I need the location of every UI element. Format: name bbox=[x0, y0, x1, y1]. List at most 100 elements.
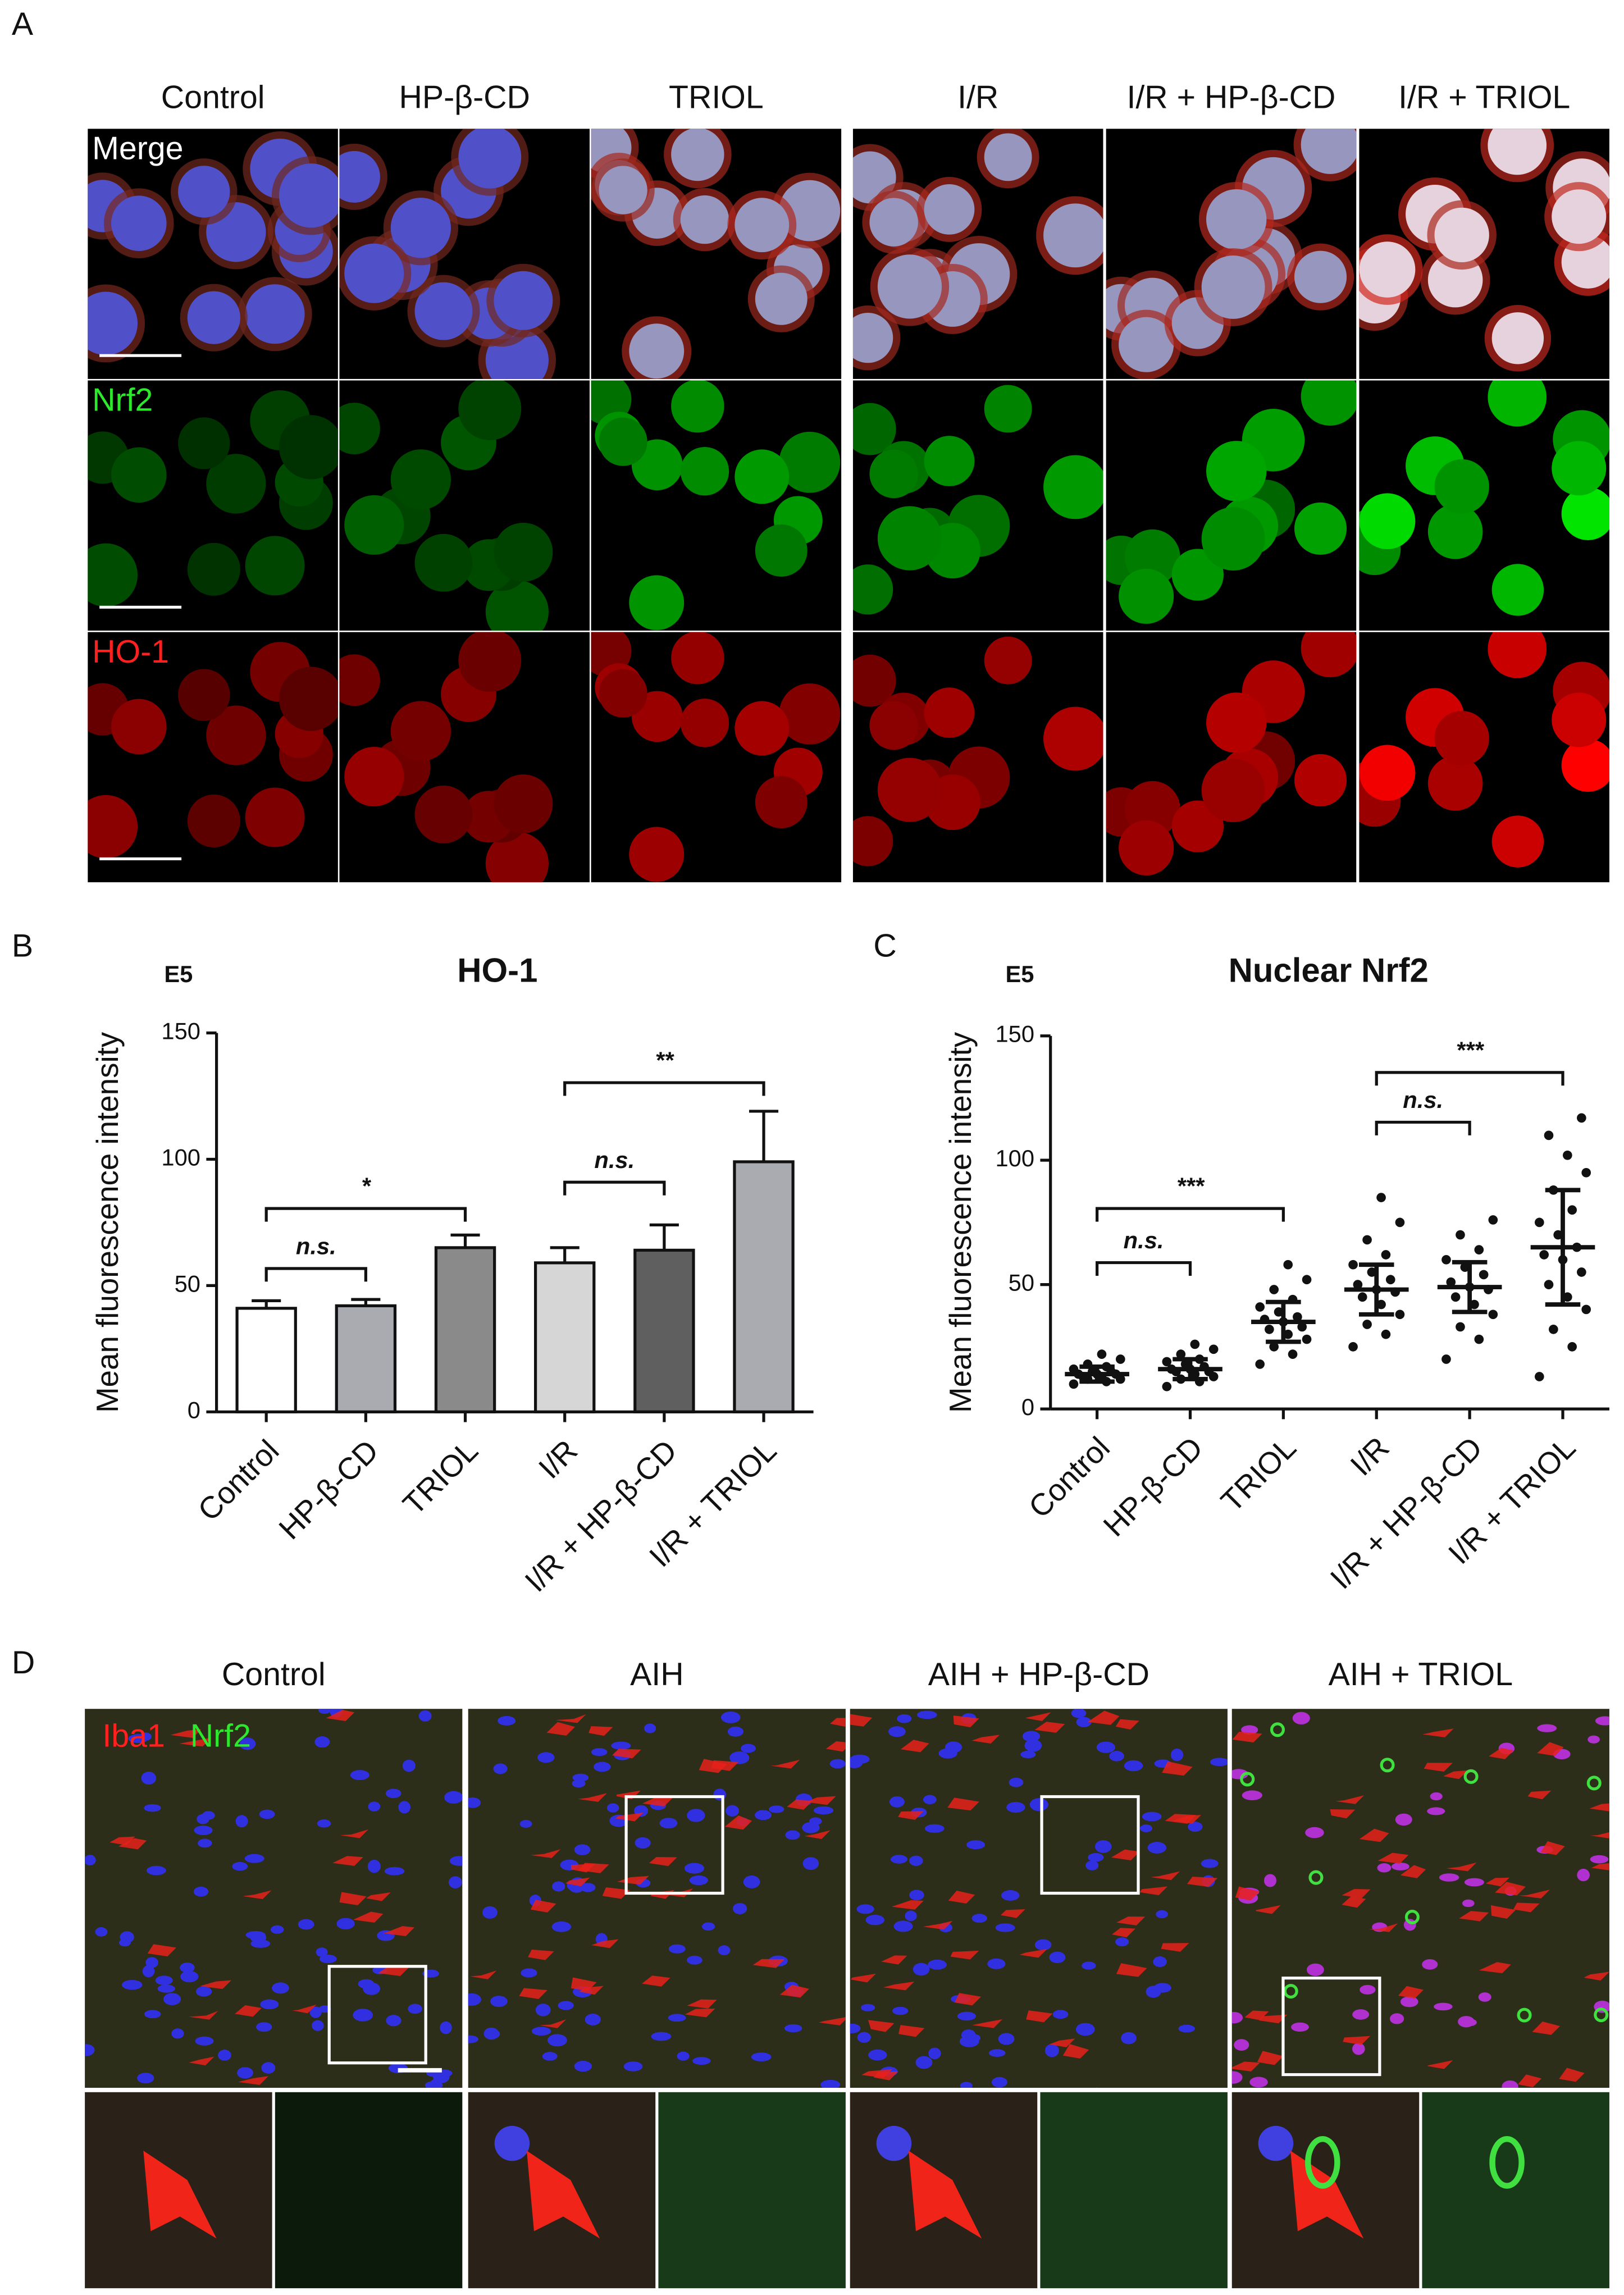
cell-nucleus bbox=[1488, 632, 1547, 678]
microglia bbox=[1590, 1832, 1609, 1838]
cell-nucleus bbox=[984, 133, 1032, 181]
microglia bbox=[1589, 1803, 1609, 1812]
microglia bbox=[1540, 1841, 1565, 1855]
tissue bbox=[468, 1711, 846, 2088]
cell-nucleus bbox=[735, 449, 790, 504]
nucleus bbox=[1029, 1798, 1048, 1812]
nrf2-nucleus bbox=[1404, 1909, 1420, 1924]
microglia bbox=[1173, 1815, 1201, 1824]
microglia bbox=[850, 1973, 876, 1983]
nucleus bbox=[1188, 1822, 1203, 1832]
microglia bbox=[1343, 2036, 1371, 2045]
nucleus bbox=[1231, 2011, 1243, 2024]
nucleus bbox=[163, 1993, 181, 2005]
nucleus bbox=[686, 1955, 702, 1965]
x-tick-label: TRIOL bbox=[1214, 1430, 1303, 1518]
nucleus bbox=[542, 2052, 558, 2061]
data-point bbox=[1162, 1357, 1172, 1367]
microglia bbox=[243, 1890, 272, 1899]
cell-nucleus bbox=[599, 166, 647, 215]
significance-bracket bbox=[1096, 1207, 1285, 1222]
nucleus bbox=[1360, 1984, 1376, 1995]
nucleus bbox=[319, 1954, 337, 1964]
microglia bbox=[1424, 1763, 1453, 1772]
nucleus bbox=[482, 1906, 498, 1919]
microglia bbox=[1489, 1748, 1514, 1759]
cell-nucleus bbox=[279, 163, 338, 228]
cell-nucleus bbox=[779, 683, 841, 745]
data-point bbox=[1553, 1230, 1563, 1240]
nucleus bbox=[923, 1795, 937, 1804]
cell-nucleus bbox=[869, 449, 918, 499]
microglia bbox=[1256, 1905, 1281, 1914]
nucleus bbox=[802, 1822, 820, 1833]
nucleus bbox=[915, 2056, 933, 2069]
nucleus bbox=[402, 1759, 416, 1772]
cell-nucleus bbox=[1359, 493, 1416, 550]
data-point bbox=[1470, 1299, 1479, 1310]
nucleus bbox=[363, 1982, 380, 1995]
nucleus bbox=[606, 1803, 619, 1813]
nucleus bbox=[1462, 1899, 1475, 1908]
data-point bbox=[1577, 1267, 1586, 1277]
nucleus bbox=[1022, 1731, 1041, 1742]
cell-nucleus bbox=[629, 323, 685, 379]
cell-nucleus bbox=[494, 271, 553, 330]
nucleus bbox=[195, 1986, 212, 1997]
data-point bbox=[1269, 1285, 1279, 1294]
column-header: HP-β-CD bbox=[399, 79, 530, 115]
nucleus bbox=[1427, 1807, 1445, 1815]
data-point bbox=[1353, 1280, 1363, 1289]
inset-nucleus bbox=[876, 2125, 912, 2161]
inset-nrf2-signal bbox=[1489, 2136, 1525, 2189]
nucleus bbox=[180, 1970, 199, 1983]
data-point bbox=[1441, 1354, 1451, 1364]
microglia bbox=[1001, 1909, 1025, 1918]
cells bbox=[852, 129, 1103, 371]
cell-nucleus bbox=[178, 166, 230, 218]
cell-nucleus bbox=[1552, 189, 1607, 244]
cell-nucleus bbox=[852, 313, 893, 363]
nucleus bbox=[623, 2061, 643, 2072]
microglia bbox=[1400, 1865, 1426, 1878]
y-tick-label: 100 bbox=[161, 1144, 200, 1170]
nrf2-nucleus bbox=[1463, 1769, 1479, 1784]
nucleus bbox=[118, 1938, 131, 1947]
cell-nucleus bbox=[1119, 820, 1174, 876]
cell-nucleus bbox=[390, 198, 451, 258]
microglia bbox=[530, 1900, 556, 1913]
nucleus bbox=[785, 1830, 800, 1840]
nucleus bbox=[850, 1754, 870, 1764]
microglia bbox=[1244, 2010, 1269, 2020]
data-point bbox=[1381, 1329, 1391, 1339]
data-point bbox=[1283, 1260, 1293, 1270]
cell-nucleus bbox=[206, 705, 266, 765]
microglia bbox=[699, 1759, 727, 1773]
microglia bbox=[235, 2005, 262, 2017]
microglia bbox=[752, 1959, 785, 1968]
stain-label: Iba1 bbox=[102, 1718, 165, 1754]
nucleus bbox=[813, 1806, 834, 1815]
nucleus bbox=[449, 1876, 462, 1888]
cells bbox=[88, 390, 338, 607]
data-point bbox=[1577, 1113, 1586, 1123]
nucleus bbox=[1577, 1868, 1590, 1882]
data-point bbox=[1488, 1215, 1498, 1225]
nucleus bbox=[128, 1734, 148, 1743]
cell-nucleus bbox=[629, 827, 685, 882]
data-point bbox=[1288, 1349, 1298, 1359]
panel-label: B bbox=[12, 928, 33, 964]
nucleus bbox=[909, 1855, 923, 1866]
nucleus bbox=[137, 2073, 154, 2084]
nucleus bbox=[1095, 1840, 1112, 1853]
cell-nucleus bbox=[279, 667, 338, 731]
cell-nucleus bbox=[1552, 441, 1607, 496]
microglia bbox=[687, 1999, 717, 2009]
nucleus bbox=[157, 1984, 175, 1993]
cell-nucleus bbox=[852, 654, 896, 707]
nucleus bbox=[857, 2032, 871, 2043]
nucleus bbox=[668, 2014, 686, 2022]
cells bbox=[1359, 632, 1609, 868]
nucleus bbox=[995, 1923, 1015, 1932]
nucleus bbox=[521, 1968, 537, 1978]
